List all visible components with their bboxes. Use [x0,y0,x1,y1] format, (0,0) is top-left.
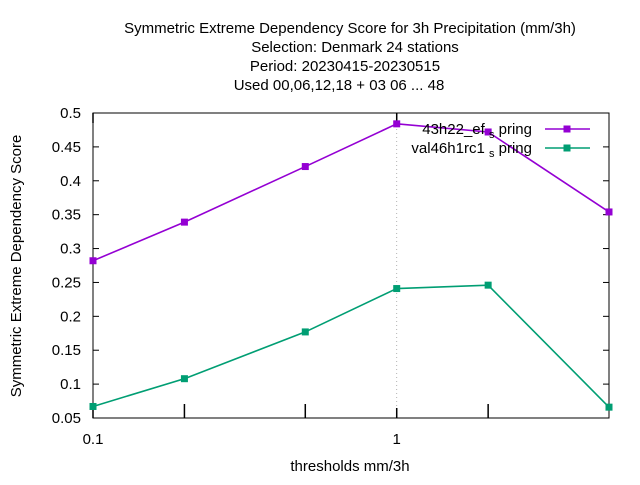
y-tick-label-4: 0.25 [52,274,81,291]
y-tick-label-3: 0.2 [60,308,81,325]
series-1-point-1 [180,375,188,383]
legend-marker-0 [563,125,571,133]
plot-frame [92,112,610,419]
series-1-point-4 [484,281,492,289]
series-1-point-2 [301,328,309,336]
y-tick-label-5: 0.3 [60,241,81,258]
y-tick-label-8: 0.45 [52,139,81,156]
y-axis-label: Symmetric Extreme Dependency Score [8,135,25,398]
title-line-2: Selection: Denmark 24 stations [251,39,459,56]
y-tick-label-0: 0.05 [52,410,81,427]
series-line-0 [92,123,610,262]
series-0-point-5 [605,208,613,216]
y-tick-label-9: 0.5 [60,105,81,122]
series-0-point-1 [180,218,188,226]
title-line-3: Period: 20230415-20230515 [250,58,440,75]
title-line-1: Symmetric Extreme Dependency Score for 3… [124,20,576,37]
series-1-point-3 [393,285,401,293]
legend-marker-1 [563,144,571,152]
series-line-1 [92,284,610,408]
legend-label-1: val46h1rc1 s pring [411,140,532,160]
chart-title: Symmetric Extreme Dependency Score for 3… [124,20,576,94]
series-0-point-2 [301,163,309,171]
series-1-point-5 [605,403,613,411]
x-axis-label: thresholds mm/3h [290,458,409,475]
series-0-point-0 [89,257,97,265]
y-tick-label-2: 0.15 [52,342,81,359]
y-tick-label-7: 0.4 [60,173,81,190]
series-0-point-3 [393,120,401,128]
x-tick-label-1: 1 [393,431,401,448]
y-tick-label-6: 0.35 [52,207,81,224]
series-0-point-4 [484,128,492,136]
y-tick-label-1: 0.1 [60,376,81,393]
legend-label-0: 43h22_ef s pring [422,121,532,141]
series [89,120,613,411]
series-1-point-0 [89,402,97,410]
x-tick-label-0: 0.1 [83,431,104,448]
title-line-4: Used 00,06,12,18 + 03 06 ... 48 [234,77,445,94]
axes: 0.050.10.150.20.250.30.350.40.450.50.1 1 [52,105,610,448]
